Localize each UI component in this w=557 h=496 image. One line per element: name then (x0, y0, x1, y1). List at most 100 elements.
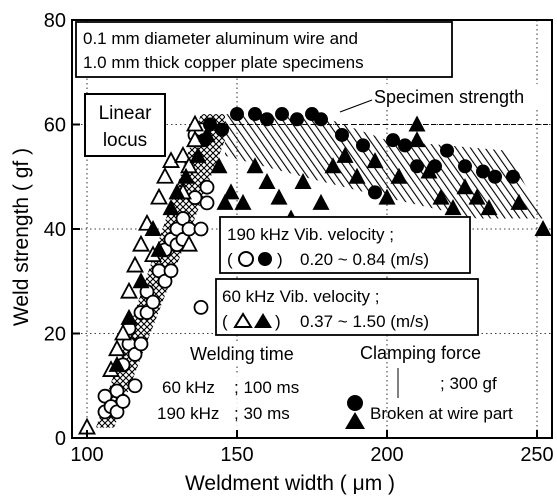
legend-190khz-paren-close: ) (277, 250, 283, 269)
specimen-strength-label-bg (370, 84, 550, 110)
welding-time-row1-freq: 60 kHz (162, 378, 215, 397)
data-point-filled-circle (488, 169, 502, 184)
data-point-filled-circle (356, 138, 370, 153)
legend-open-circle-icon (238, 251, 254, 267)
data-point-filled-circle (506, 169, 520, 184)
data-point-filled-triangle (258, 172, 276, 189)
x-tick-label: 100 (70, 444, 103, 466)
data-point-open-triangle (155, 166, 175, 184)
data-point-open-circle (133, 336, 149, 352)
data-point-filled-triangle (408, 131, 426, 148)
data-point-filled-triangle (189, 146, 207, 163)
data-point-open-circle (199, 179, 215, 195)
data-point-open-triangle (173, 145, 193, 163)
legend-190khz-paren-open: ( (227, 250, 233, 269)
data-point-filled-circle (335, 127, 349, 142)
data-point-filled-triangle (222, 183, 240, 200)
y-tick-label: 0 (55, 428, 66, 450)
x-tick-label: 150 (220, 444, 253, 466)
data-point-filled-triangle (294, 172, 312, 189)
welding-time-title: Welding time (190, 344, 294, 364)
legend-filled-triangle-icon (254, 313, 272, 328)
data-point-open-triangle (107, 339, 127, 357)
data-point-filled-triangle (168, 183, 186, 200)
x-tick-label: 250 (520, 444, 553, 466)
y-tick-label: 80 (44, 10, 66, 32)
welding-time-row1-time: ; 100 ms (234, 378, 299, 397)
legend-60khz-range: 0.37 ~ 1.50 (m/s) (300, 312, 429, 331)
y-tick-label: 40 (44, 219, 66, 241)
data-point-filled-triangle (456, 178, 474, 195)
data-point-open-circle (193, 221, 209, 237)
title-box (75, 21, 453, 78)
data-point-filled-triangle (366, 152, 384, 169)
data-point-open-triangle (185, 114, 205, 132)
data-point-filled-triangle (432, 188, 450, 205)
legend-60khz-title: 60 kHz Vib. velocity ; (222, 287, 379, 306)
broken-at-wire-part-label: Broken at wire part (370, 404, 513, 423)
data-point-filled-triangle (408, 115, 426, 132)
data-point-filled-circle (203, 117, 217, 132)
broken-filled-triangle-icon (345, 412, 365, 429)
data-point-open-circle (163, 263, 179, 279)
linear-locus-line-2: locus (103, 130, 147, 151)
data-point-filled-triangle (120, 308, 138, 325)
data-point-filled-circle (314, 112, 328, 127)
data-point-filled-circle (290, 112, 304, 127)
data-point-filled-triangle (108, 355, 126, 372)
welding-time-row2-time: ; 30 ms (234, 404, 290, 423)
broken-filled-circle-icon (347, 395, 363, 411)
data-point-filled-triangle (270, 188, 288, 205)
legend-190khz-title: 190 kHz Vib. velocity ; (227, 225, 394, 244)
data-point-filled-triangle (534, 220, 552, 236)
data-point-filled-triangle (246, 157, 264, 174)
welding-time-bg (186, 342, 336, 366)
title-line-1: 0.1 mm diameter aluminum wire and (83, 29, 358, 48)
data-point-open-circle (115, 394, 131, 409)
data-point-filled-circle (398, 138, 412, 153)
specimen-strength-pointer (339, 99, 373, 113)
data-point-filled-triangle (420, 162, 438, 179)
data-point-filled-circle (230, 107, 244, 122)
linear-locus-line-1: Linear (99, 103, 152, 124)
data-point-filled-circle (248, 107, 262, 122)
welding-time-row2-freq: 190 kHz (157, 404, 219, 423)
data-point-filled-triangle (510, 193, 528, 210)
data-point-filled-triangle (177, 167, 195, 184)
data-point-filled-circle (386, 133, 400, 148)
linear-locus-box (84, 93, 166, 157)
data-point-open-triangle (179, 156, 199, 174)
data-point-filled-triangle (132, 272, 150, 289)
data-point-open-triangle (149, 187, 169, 205)
data-points (77, 107, 552, 435)
welding-time-row-bg (158, 374, 336, 430)
y-tick-label: 60 (44, 115, 66, 137)
data-point-filled-triangle (234, 193, 252, 210)
clamping-force-title: Clamping force (360, 343, 481, 363)
data-point-filled-triangle (378, 188, 396, 205)
y-tick-label: 20 (44, 324, 66, 346)
data-point-filled-circle (410, 159, 424, 174)
data-point-filled-circle (440, 143, 454, 158)
data-point-filled-circle (458, 159, 472, 174)
data-point-open-triangle (161, 151, 181, 168)
axis-ticks: 100 150 200 250 0 20 40 60 80 (44, 10, 554, 466)
data-point-open-triangle (131, 234, 151, 252)
y-axis-label: Weld strength ( gf ) (10, 148, 33, 326)
legend-60khz-paren-close: ) (275, 312, 281, 331)
legend-open-triangle-icon (233, 312, 253, 328)
data-point-open-circle (199, 195, 215, 211)
data-point-open-triangle (119, 281, 139, 299)
data-point-filled-triangle (348, 167, 366, 184)
x-axis-label: Weldment width ( μm ) (185, 472, 395, 495)
data-point-filled-triangle (150, 240, 168, 257)
data-point-filled-triangle (324, 157, 342, 174)
data-point-filled-triangle (336, 146, 354, 163)
data-point-open-circle (193, 299, 209, 315)
data-point-filled-triangle (312, 193, 330, 210)
data-point-open-circle (145, 294, 161, 310)
data-point-filled-circle (275, 107, 289, 122)
legend-190khz-range: 0.20 ~ 0.84 (m/s) (300, 250, 429, 269)
